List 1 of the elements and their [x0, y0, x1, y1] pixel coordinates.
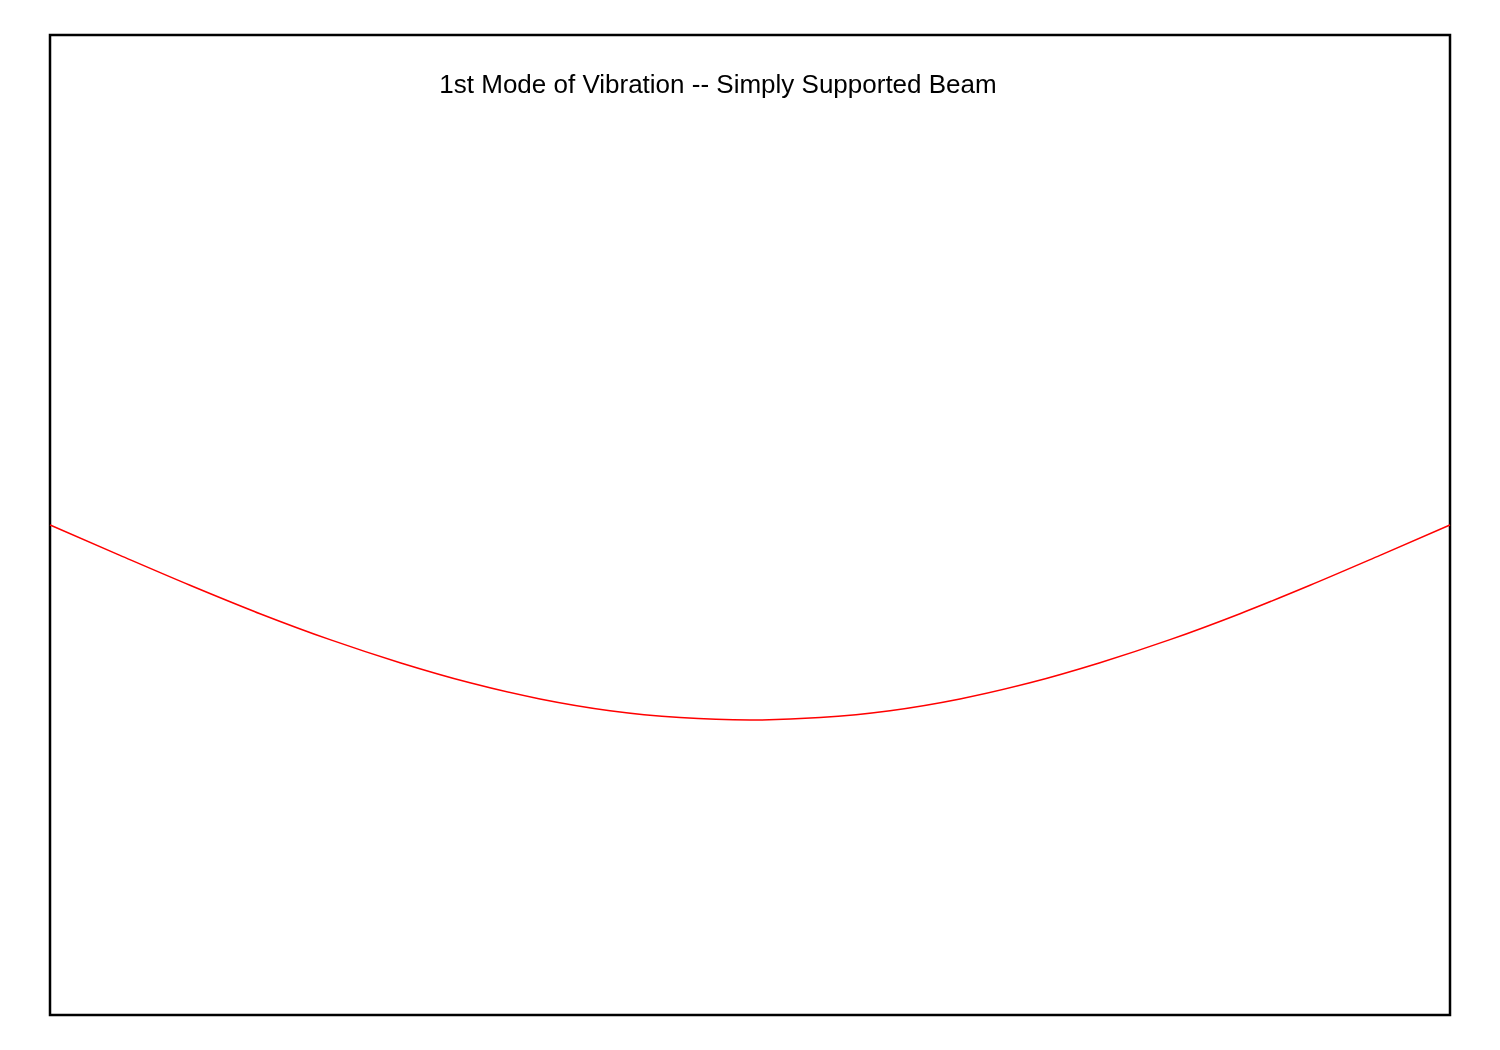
chart-title: 1st Mode of Vibration -- Simply Supported Beam [439, 69, 997, 99]
